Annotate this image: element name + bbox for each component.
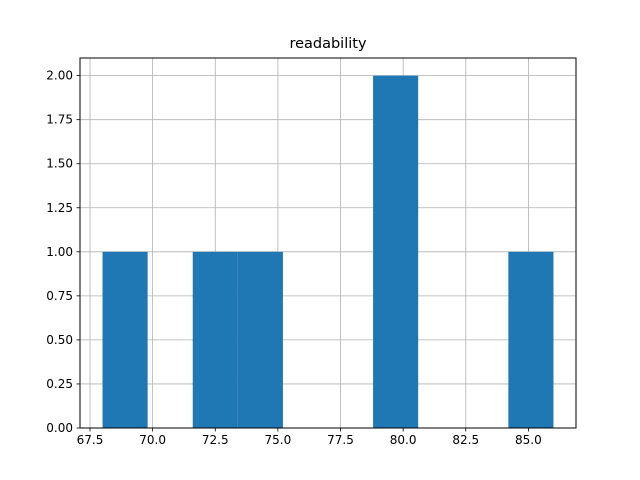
x-tick-label: 72.5 [202, 433, 229, 447]
y-tick-label: 0.00 [46, 421, 73, 435]
y-tick-label: 0.50 [46, 333, 73, 347]
y-axis: 0.00 0.25 0.50 0.75 1.00 1.25 1.50 1.75 2.00 [46, 69, 80, 435]
bars [102, 75, 554, 428]
histogram-bar [237, 251, 283, 428]
x-axis: 67.5 70.0 72.5 75.0 77.5 80.0 82.5 85.0 [77, 428, 542, 447]
histogram-bar [192, 251, 238, 428]
x-tick-label: 80.0 [390, 433, 417, 447]
x-tick-label: 70.0 [139, 433, 166, 447]
grid [80, 58, 576, 429]
plot-frame [79, 57, 577, 429]
histogram-bar [508, 251, 554, 428]
x-tick-label: 67.5 [77, 433, 104, 447]
histogram-bar [373, 75, 419, 428]
x-tick-label: 82.5 [452, 433, 479, 447]
y-tick-label: 1.50 [46, 157, 73, 171]
y-tick-label: 0.25 [46, 377, 73, 391]
y-tick-label: 1.25 [46, 201, 73, 215]
x-tick-label: 85.0 [515, 433, 542, 447]
chart-title: readability [289, 36, 367, 52]
y-tick-label: 0.75 [46, 289, 73, 303]
x-tick-label: 75.0 [265, 433, 292, 447]
x-tick-label: 77.5 [327, 433, 354, 447]
histogram-bar [102, 251, 148, 428]
y-tick-label: 1.00 [46, 245, 73, 259]
y-tick-label: 1.75 [46, 113, 73, 127]
y-tick-label: 2.00 [46, 69, 73, 83]
